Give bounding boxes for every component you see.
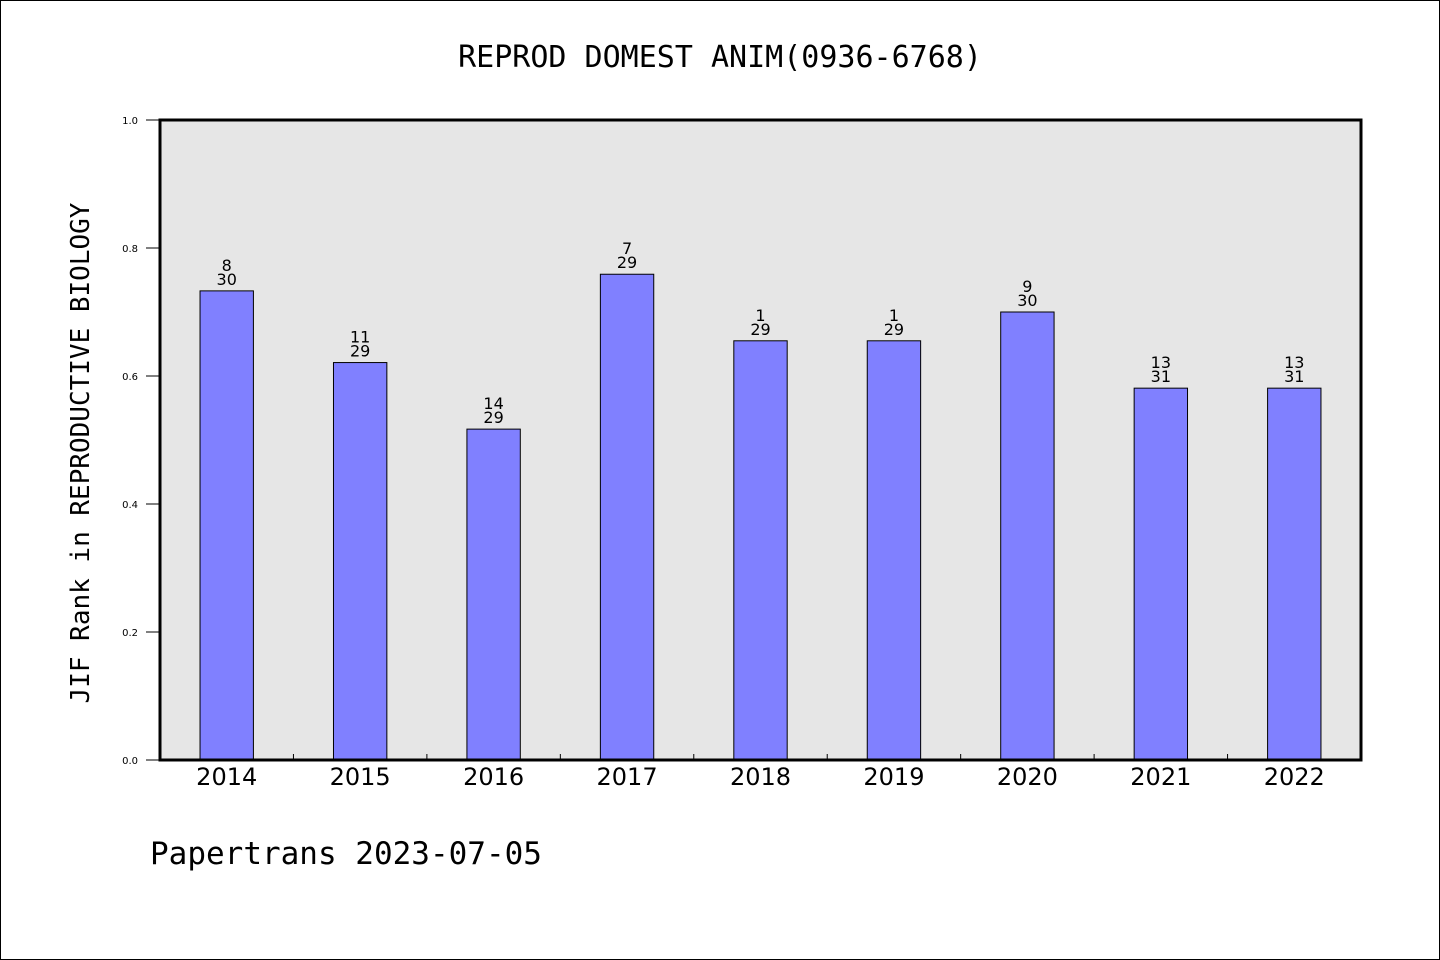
bar-rank-label: 9 (1022, 277, 1032, 296)
bar (733, 340, 788, 761)
x-tick-label: 2016 (463, 763, 524, 791)
bar-rank-label: 13 (1284, 353, 1304, 372)
bar (1000, 311, 1055, 761)
x-tick-label: 2018 (730, 763, 791, 791)
y-axis-label: JIF Rank in REPRODUCTIVE BIOLOGY (66, 202, 96, 703)
x-tick-label: 2014 (196, 763, 257, 791)
x-axis: 2014 2015 2016 2017 2018 2019 2020 2021 2022 (196, 754, 1325, 791)
bar-total-label: 29 (483, 408, 503, 427)
bar-total-label: 29 (884, 320, 904, 339)
y-tick-label: 1.0 (122, 116, 138, 127)
chart-title: REPROD DOMEST ANIM(0936-6768) (458, 40, 982, 75)
x-tick-label: 2017 (597, 763, 658, 791)
bar-rank-label: 1 (889, 306, 899, 325)
bar-total-label: 30 (1017, 291, 1037, 310)
y-tick-label: 0.6 (122, 372, 138, 383)
bar-rank-label: 14 (483, 394, 503, 413)
plot-border (158, 118, 1363, 762)
bar-total-label: 29 (350, 342, 370, 361)
bar-rank-label: 8 (222, 256, 232, 275)
x-tick-label: 2022 (1264, 763, 1325, 791)
bar-rank-label: 11 (350, 328, 370, 347)
x-tick-label: 2020 (997, 763, 1058, 791)
bar (1133, 387, 1189, 761)
bar-rank-label: 1 (755, 306, 765, 325)
bar (1267, 387, 1322, 761)
y-tick-label: 0.8 (122, 244, 138, 255)
bar (466, 428, 521, 761)
bars-group (199, 273, 1322, 761)
bar-total-label: 29 (750, 320, 770, 339)
bar-total-label: 31 (1151, 367, 1171, 386)
bar-rank-label: 13 (1151, 353, 1171, 372)
bar (199, 290, 254, 761)
y-tick-label: 0.0 (122, 756, 138, 767)
y-axis: 0.0 0.2 0.4 0.6 0.8 1.0 (122, 116, 160, 767)
bar-total-label: 29 (617, 253, 637, 272)
y-tick-label: 0.4 (122, 500, 138, 511)
footer-text: Papertrans 2023-07-05 (150, 836, 542, 872)
x-tick-label: 2019 (863, 763, 924, 791)
bar (332, 362, 388, 761)
x-tick-label: 2015 (330, 763, 391, 791)
bar-total-label: 31 (1284, 367, 1304, 386)
bar (866, 340, 922, 761)
y-tick-label: 0.2 (122, 628, 138, 639)
bar-rank-label: 7 (622, 239, 632, 258)
bar-total-label: 30 (217, 270, 237, 289)
x-tick-label: 2021 (1130, 763, 1191, 791)
bar (599, 273, 655, 761)
